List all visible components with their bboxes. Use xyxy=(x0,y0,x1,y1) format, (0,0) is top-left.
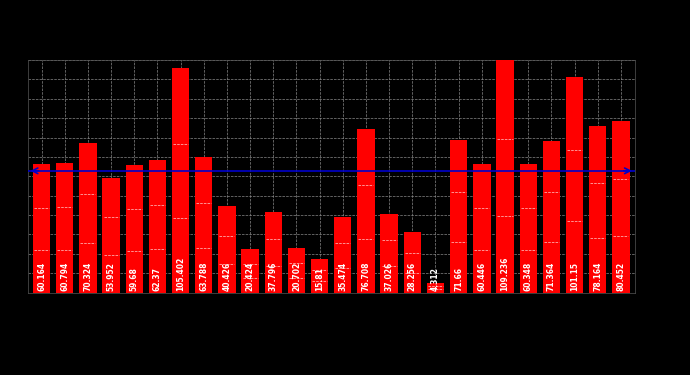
Bar xyxy=(56,163,73,292)
Bar xyxy=(450,140,467,292)
Bar xyxy=(264,212,282,292)
Bar xyxy=(404,232,421,292)
Text: 60.794: 60.794 xyxy=(60,262,69,291)
Bar xyxy=(311,259,328,292)
Bar xyxy=(427,284,444,292)
Text: 70.324: 70.324 xyxy=(83,262,92,291)
Text: 59.68: 59.68 xyxy=(130,267,139,291)
Bar xyxy=(195,157,213,292)
Text: 78.164: 78.164 xyxy=(593,262,602,291)
Text: 80.452: 80.452 xyxy=(616,262,625,291)
Text: 20.424: 20.424 xyxy=(246,262,255,291)
Bar xyxy=(33,164,50,292)
Text: 60.446: 60.446 xyxy=(477,262,486,291)
Bar xyxy=(218,206,235,292)
Bar xyxy=(473,164,491,292)
Bar xyxy=(241,249,259,292)
Text: 15.81: 15.81 xyxy=(315,267,324,291)
Text: 105.402: 105.402 xyxy=(176,257,185,291)
Bar xyxy=(126,165,143,292)
Bar xyxy=(102,178,120,292)
Bar xyxy=(612,121,629,292)
Text: 20.702: 20.702 xyxy=(292,262,301,291)
Text: 101.15: 101.15 xyxy=(570,262,579,291)
Text: 57.155: 57.155 xyxy=(636,153,645,188)
Text: 71.66: 71.66 xyxy=(454,267,463,291)
Text: 76.708: 76.708 xyxy=(362,262,371,291)
Bar xyxy=(334,217,351,292)
Bar xyxy=(542,141,560,292)
Text: 37.026: 37.026 xyxy=(384,262,393,291)
Text: Copyright 2017 Cartronics.com: Copyright 2017 Cartronics.com xyxy=(28,39,186,48)
Text: 35.474: 35.474 xyxy=(338,262,347,291)
Bar xyxy=(79,143,97,292)
Text: 63.788: 63.788 xyxy=(199,262,208,291)
Text: 71.364: 71.364 xyxy=(547,262,556,291)
Bar xyxy=(357,129,375,292)
Bar xyxy=(520,164,537,292)
Text: 109.236: 109.236 xyxy=(500,257,509,291)
Bar xyxy=(566,77,583,292)
Bar xyxy=(380,214,398,292)
Bar xyxy=(172,68,189,292)
Text: 60.164: 60.164 xyxy=(37,262,46,291)
Bar xyxy=(589,126,607,292)
Text: 40.426: 40.426 xyxy=(222,262,231,291)
Text: 62.37: 62.37 xyxy=(153,267,162,291)
Text: 28.256: 28.256 xyxy=(408,262,417,291)
Bar xyxy=(148,160,166,292)
Text: 37.796: 37.796 xyxy=(269,262,278,291)
Text: 60.348: 60.348 xyxy=(524,262,533,291)
Text: 4.312: 4.312 xyxy=(431,267,440,291)
Bar xyxy=(288,248,305,292)
Text: 57.155: 57.155 xyxy=(17,153,26,188)
Bar xyxy=(496,60,514,292)
Text: Weekly Solar Energy & Average Production Mon Mar 27 19:06: Weekly Solar Energy & Average Production… xyxy=(79,15,611,30)
Text: 53.952: 53.952 xyxy=(106,262,115,291)
